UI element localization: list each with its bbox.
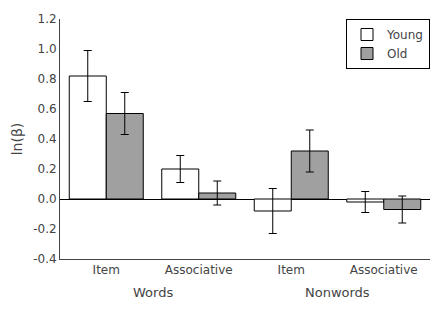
svg-text:0.2: 0.2 [38, 162, 57, 176]
svg-text:ln(β): ln(β) [9, 123, 25, 156]
svg-text:Associative: Associative [350, 263, 418, 277]
svg-text:0.8: 0.8 [38, 72, 57, 86]
svg-text:Old: Old [387, 47, 407, 61]
svg-text:1.0: 1.0 [38, 42, 57, 56]
svg-text:-0.4: -0.4 [33, 252, 56, 266]
svg-text:Nonwords: Nonwords [305, 285, 370, 300]
svg-text:-0.2: -0.2 [33, 222, 56, 236]
svg-text:0.4: 0.4 [38, 132, 57, 146]
svg-text:Words: Words [133, 285, 173, 300]
svg-text:Young: Young [386, 28, 423, 42]
svg-text:Item: Item [278, 263, 305, 277]
svg-text:Associative: Associative [165, 263, 233, 277]
svg-text:1.2: 1.2 [38, 12, 57, 26]
svg-text:0.6: 0.6 [38, 102, 57, 116]
svg-text:Item: Item [93, 263, 120, 277]
svg-text:0.0: 0.0 [38, 192, 57, 206]
